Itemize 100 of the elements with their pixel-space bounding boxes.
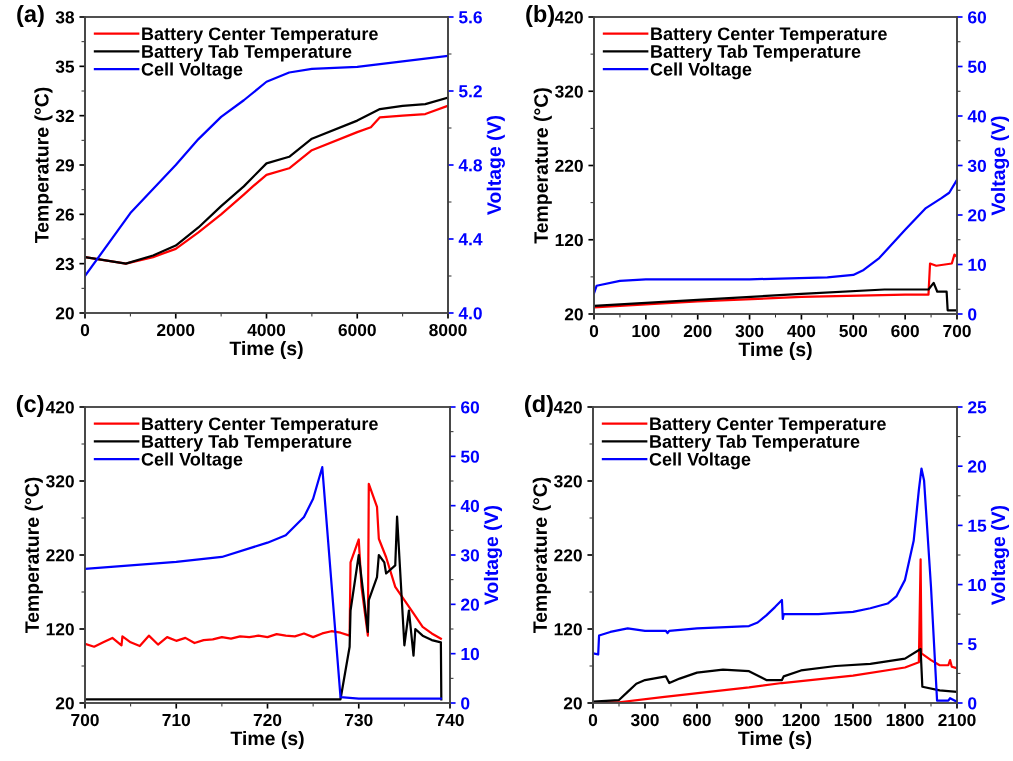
legend-label: Cell Voltage (141, 62, 243, 80)
chart-title: (b) (526, 4, 554, 27)
y2-tick-label: 0 (461, 697, 470, 710)
y-tick-label: 220 (554, 549, 582, 562)
legend-label: Battery Center Temperature (142, 27, 378, 44)
y-tick-label: 35 (55, 60, 75, 73)
y-tick-label: 320 (46, 475, 74, 488)
y2-tick-label: 20 (968, 460, 987, 473)
y-tick-label: 320 (555, 85, 583, 98)
y-tick-label: 38 (55, 11, 75, 24)
y-tick-label: 420 (553, 401, 582, 414)
y2-tick-label: 30 (967, 159, 987, 172)
x-tick-label: 0 (588, 713, 598, 727)
y2-tick-label: 5.6 (458, 11, 482, 24)
y2-tick-label: 40 (967, 110, 987, 123)
x-tick-label: 0 (589, 324, 599, 338)
x-axis-title: Time (s) (229, 340, 303, 360)
y2-tick-label: 25 (968, 401, 987, 414)
y-tick-label: 26 (55, 208, 74, 221)
y2-tick-label: 60 (461, 401, 480, 414)
x-tick-label: 600 (683, 713, 711, 727)
x-tick-label: 720 (253, 713, 282, 727)
y2-axis-title: Voltage (V) (990, 505, 1010, 605)
y2-axis-title: Voltage (V) (990, 116, 1010, 216)
x-tick-label: 710 (162, 713, 191, 727)
y2-tick-label: 50 (967, 60, 987, 73)
x-axis-title: Time (s) (230, 730, 304, 750)
y2-tick-label: 10 (968, 258, 987, 271)
y2-tick-label: 40 (460, 499, 480, 513)
y-axis-title: Temperature (°C) (34, 87, 53, 244)
line-series (85, 482, 442, 648)
y2-tick-label: 20 (968, 209, 987, 222)
y-tick-label: 220 (555, 159, 583, 172)
y-tick-label: 32 (55, 109, 74, 123)
y-tick-label: 420 (554, 11, 583, 24)
x-tick-label: 300 (630, 713, 659, 727)
y-axis-title: Temperature (°C) (533, 88, 552, 244)
legend-label: Battery Tab Temperature (651, 44, 861, 62)
y-tick-label: 20 (55, 697, 74, 710)
x-tick-label: 300 (735, 324, 764, 338)
y2-tick-label: 4.4 (458, 233, 483, 246)
line-series (594, 178, 957, 295)
x-tick-label: 100 (632, 324, 660, 338)
y-tick-label: 320 (554, 475, 582, 488)
y2-tick-label: 50 (460, 450, 480, 463)
y2-tick-label: 5.2 (458, 85, 482, 98)
y2-tick-label: 30 (460, 549, 480, 562)
y-tick-label: 20 (55, 307, 74, 320)
x-tick-label: 2000 (157, 323, 195, 337)
x-tick-label: 500 (839, 324, 868, 338)
y-tick-label: 420 (45, 401, 74, 414)
y-axis-title: Temperature (°C) (24, 477, 43, 634)
chart-title: (d) (525, 394, 553, 417)
x-tick-label: 600 (891, 324, 919, 338)
x-tick-label: 1200 (782, 713, 820, 727)
y-tick-label: 29 (55, 159, 74, 172)
x-tick-label: 1500 (834, 713, 872, 727)
x-tick-label: 6000 (338, 323, 376, 337)
x-tick-label: 2100 (938, 713, 976, 727)
x-tick-label: 740 (436, 713, 464, 727)
legend-label: Cell Voltage (141, 452, 243, 470)
y-tick-label: 20 (564, 308, 583, 321)
legend-label: Battery Center Temperature (651, 27, 887, 44)
y2-tick-label: 5 (967, 638, 977, 651)
legend-label: Cell Voltage (650, 62, 752, 80)
y-axis-title: Temperature (°C) (532, 477, 551, 634)
y2-tick-label: 60 (968, 11, 987, 24)
y2-tick-label: 20 (461, 598, 480, 611)
legend-label: Battery Tab Temperature (142, 434, 352, 452)
x-axis-title: Time (s) (738, 730, 812, 750)
chart-title: (c) (16, 394, 44, 417)
x-tick-label: 8000 (429, 323, 467, 337)
legend-label: Battery Center Temperature (142, 417, 378, 434)
legend-label: Cell Voltage (649, 452, 751, 470)
x-tick-label: 1800 (886, 713, 924, 727)
legend-label: Battery Tab Temperature (142, 44, 352, 62)
y2-tick-label: 4.8 (458, 159, 483, 172)
x-tick-label: 200 (683, 324, 712, 338)
y-tick-label: 120 (554, 623, 582, 636)
x-axis-title: Time (s) (738, 341, 812, 361)
x-tick-label: 700 (71, 713, 99, 727)
y2-tick-label: 4.0 (458, 307, 482, 320)
y2-tick-label: 15 (968, 519, 987, 532)
legend-label: Battery Center Temperature (650, 417, 886, 434)
y2-tick-label: 0 (968, 697, 977, 710)
x-tick-label: 700 (943, 324, 971, 338)
legend-label: Battery Tab Temperature (650, 434, 860, 452)
y-tick-label: 220 (46, 549, 74, 562)
y-tick-label: 23 (55, 257, 74, 271)
x-tick-label: 900 (735, 713, 763, 727)
x-tick-label: 4000 (247, 323, 286, 337)
y-tick-label: 20 (563, 697, 582, 710)
x-tick-label: 730 (345, 713, 373, 727)
y2-tick-label: 0 (968, 308, 977, 321)
y2-axis-title: Voltage (V) (486, 115, 505, 215)
y2-tick-label: 10 (461, 647, 480, 661)
y2-tick-label: 10 (968, 578, 987, 592)
x-tick-label: 0 (80, 323, 90, 337)
y-tick-label: 120 (555, 233, 583, 247)
chart-title: (a) (17, 4, 44, 27)
